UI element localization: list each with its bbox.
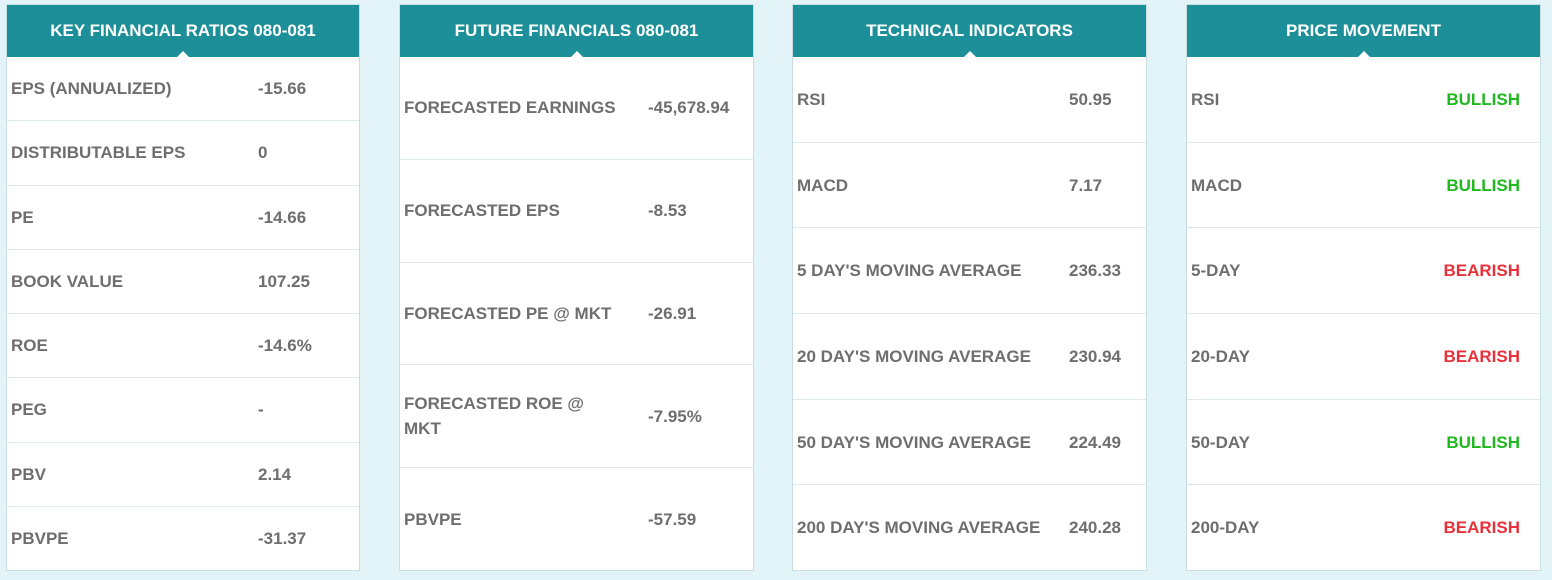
list-item: RSI BULLISH — [1187, 57, 1540, 142]
key-financial-ratios-card: KEY FINANCIAL RATIOS 080-081 EPS (ANNUAL… — [6, 4, 360, 571]
signal-badge: BEARISH — [1443, 346, 1520, 366]
signal-badge: BULLISH — [1446, 175, 1520, 195]
row-value: 236.33 — [1069, 261, 1121, 281]
row-value: 107.25 — [258, 271, 310, 291]
row-label: 5-DAY — [1191, 261, 1241, 281]
row-label: RSI — [797, 89, 826, 109]
list-item: PE -14.66 — [7, 184, 359, 249]
row-label: EPS (ANNUALIZED) — [11, 79, 172, 99]
list-item: EPS (ANNUALIZED) -15.66 — [7, 57, 359, 120]
signal-badge: BEARISH — [1443, 261, 1520, 281]
list-item: 50-DAY BULLISH — [1187, 398, 1540, 485]
signal-badge: BULLISH — [1446, 432, 1520, 452]
row-label: PE — [11, 207, 34, 227]
list-item: 20-DAY BEARISH — [1187, 313, 1540, 399]
list-item: MACD BULLISH — [1187, 141, 1540, 228]
list-item: 5-DAY BEARISH — [1187, 227, 1540, 313]
row-label: PBV — [11, 464, 46, 484]
row-value: 50.95 — [1069, 89, 1112, 109]
row-label: RSI — [1191, 89, 1220, 109]
card-title: PRICE MOVEMENT — [1187, 5, 1540, 58]
row-label: MACD — [1191, 175, 1242, 195]
row-value: -7.95% — [648, 406, 702, 426]
list-item: 5 DAY'S MOVING AVERAGE 236.33 — [793, 227, 1146, 313]
signal-list: RSI BULLISH MACD BULLISH 5-DAY BEARISH 20-D… — [1187, 57, 1540, 570]
row-value: -15.66 — [258, 79, 307, 99]
row-label: FORECASTED EARNINGS — [404, 98, 616, 118]
row-value: -57.59 — [648, 509, 697, 529]
row-value: -26.91 — [648, 303, 697, 323]
row-value: -8.53 — [648, 201, 687, 221]
card-title: FUTURE FINANCIALS 080-081 — [400, 5, 753, 58]
list-item: PBVPE -57.59 — [400, 467, 753, 570]
row-label: PBVPE — [11, 528, 69, 548]
row-value: 230.94 — [1069, 346, 1121, 366]
row-value: -14.6% — [258, 336, 312, 356]
list-item: FORECASTED EPS -8.53 — [400, 158, 753, 262]
row-label: 5 DAY'S MOVING AVERAGE — [797, 261, 1022, 281]
list-item: MACD 7.17 — [793, 141, 1146, 228]
list-item: FORECASTED ROE @ MKT -7.95% — [400, 364, 753, 467]
list-item: PBV 2.14 — [7, 441, 359, 506]
row-value: - — [258, 400, 264, 420]
price-movement-card: PRICE MOVEMENT RSI BULLISH MACD BULLISH 5-… — [1186, 4, 1541, 571]
list-item: 50 DAY'S MOVING AVERAGE 224.49 — [793, 398, 1146, 485]
row-value: -45,678.94 — [648, 98, 730, 118]
forecast-list: FORECASTED EARNINGS -45,678.94 FORECASTED… — [400, 57, 753, 570]
row-value: 2.14 — [258, 464, 292, 484]
row-value: 240.28 — [1069, 518, 1121, 538]
list-item: 200-DAY BEARISH — [1187, 484, 1540, 570]
list-item: 20 DAY'S MOVING AVERAGE 230.94 — [793, 313, 1146, 399]
signal-badge: BULLISH — [1446, 89, 1520, 109]
list-item: BOOK VALUE 107.25 — [7, 248, 359, 313]
list-item: DISTRIBUTABLE EPS 0 — [7, 120, 359, 184]
row-label: 20 DAY'S MOVING AVERAGE — [797, 346, 1031, 366]
future-financials-card: FUTURE FINANCIALS 080-081 FORECASTED EAR… — [399, 4, 754, 571]
list-item: RSI 50.95 — [793, 57, 1146, 142]
row-value: -14.66 — [258, 207, 307, 227]
list-item: FORECASTED EARNINGS -45,678.94 — [400, 57, 753, 159]
row-label: DISTRIBUTABLE EPS — [11, 143, 186, 163]
row-label: PBVPE — [404, 509, 462, 529]
card-title: KEY FINANCIAL RATIOS 080-081 — [7, 5, 359, 58]
row-label: 200 DAY'S MOVING AVERAGE — [797, 518, 1041, 538]
row-label: 50 DAY'S MOVING AVERAGE — [797, 432, 1031, 452]
ratio-list: EPS (ANNUALIZED) -15.66 DISTRIBUTABLE EPS… — [7, 57, 359, 570]
row-label: ROE — [11, 336, 48, 356]
card-title: TECHNICAL INDICATORS — [793, 5, 1146, 58]
list-item: ROE -14.6% — [7, 313, 359, 377]
list-item: FORECASTED PE @ MKT -26.91 — [400, 261, 753, 365]
technical-indicators-card: TECHNICAL INDICATORS RSI 50.95 MACD 7.17 5… — [792, 4, 1147, 571]
signal-badge: BEARISH — [1443, 518, 1520, 538]
row-label: 50-DAY — [1191, 432, 1250, 452]
row-label: FORECASTED PE @ MKT — [404, 303, 612, 323]
list-item: PBVPE -31.37 — [7, 505, 359, 570]
row-value: 7.17 — [1069, 175, 1103, 195]
row-value: 224.49 — [1069, 432, 1121, 452]
list-item: 200 DAY'S MOVING AVERAGE 240.28 — [793, 484, 1146, 570]
row-value: 0 — [258, 143, 268, 163]
row-label: PEG — [11, 400, 47, 420]
list-item: PEG - — [7, 377, 359, 441]
row-label: FORECASTED ROE @ MKT — [404, 394, 584, 439]
row-value: -31.37 — [258, 528, 307, 548]
row-label: BOOK VALUE — [11, 271, 124, 291]
indicator-list: RSI 50.95 MACD 7.17 5 DAY'S MOVING AVERAGE… — [793, 57, 1146, 570]
row-label: 20-DAY — [1191, 346, 1250, 366]
row-label: FORECASTED EPS — [404, 201, 560, 221]
row-label: 200-DAY — [1191, 518, 1260, 538]
row-label: MACD — [797, 175, 848, 195]
